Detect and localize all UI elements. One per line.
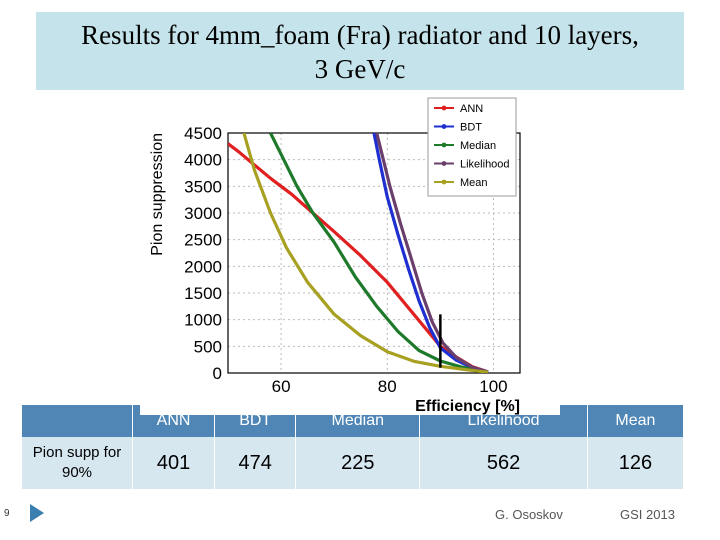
legend-label: Mean bbox=[460, 177, 488, 189]
y-tick-label: 0 bbox=[213, 364, 222, 383]
title-banner: Results for 4mm_foam (Fra) radiator and … bbox=[36, 12, 684, 90]
y-tick-label: 3500 bbox=[184, 177, 222, 196]
legend-label: ANN bbox=[460, 103, 483, 115]
y-tick-label: 500 bbox=[194, 337, 222, 356]
x-tick-label: 60 bbox=[272, 377, 291, 396]
series-line-mean bbox=[242, 133, 489, 373]
series-line-bdt bbox=[372, 133, 489, 373]
table-cell: 562 bbox=[419, 437, 588, 489]
table-cell: 225 bbox=[295, 437, 421, 489]
series-line-likelihood bbox=[375, 133, 489, 373]
footer-author: G. Ososkov bbox=[495, 507, 563, 522]
table-header-cell: ANN bbox=[132, 405, 216, 437]
slide-title: Results for 4mm_foam (Fra) radiator and … bbox=[81, 20, 639, 84]
y-tick-label: 4500 bbox=[184, 124, 222, 143]
slide-number: 9 bbox=[4, 508, 10, 519]
table-header-cell: BDT bbox=[214, 405, 297, 437]
y-tick-label: 3000 bbox=[184, 204, 222, 223]
legend-marker bbox=[441, 161, 447, 166]
table-row: Pion supp for 90% 401 474 225 562 126 bbox=[22, 437, 685, 489]
table-cell: 474 bbox=[214, 437, 297, 489]
legend-marker bbox=[441, 105, 447, 111]
x-tick-label: 80 bbox=[378, 377, 397, 396]
table-header-cell: Median bbox=[295, 405, 421, 437]
y-tick-label: 1000 bbox=[184, 311, 222, 330]
row-label: Pion supp for 90% bbox=[22, 437, 133, 489]
legend-marker bbox=[441, 142, 447, 148]
y-tick-label: 2500 bbox=[184, 231, 222, 250]
legend-label: Likelihood bbox=[460, 159, 510, 171]
plot-frame bbox=[227, 132, 521, 374]
legend-marker bbox=[441, 179, 447, 185]
chart-background bbox=[140, 100, 560, 415]
y-axis-label: Pion suppression bbox=[149, 133, 166, 256]
x-tick-label: 100 bbox=[479, 377, 507, 396]
y-tick-label: 4000 bbox=[184, 151, 222, 170]
series-line-median bbox=[269, 133, 489, 373]
legend-marker bbox=[441, 124, 447, 129]
table-header-row: ANN BDT Median Likelihood Mean bbox=[22, 405, 685, 437]
table-cell: 126 bbox=[587, 437, 685, 489]
series-line-ann bbox=[228, 142, 489, 373]
footer-conference: GSI 2013 bbox=[620, 507, 675, 522]
table-header-cell: Likelihood bbox=[419, 405, 588, 437]
table-header-cell: Mean bbox=[587, 405, 685, 437]
results-table: ANN BDT Median Likelihood Mean Pion supp… bbox=[22, 405, 685, 489]
next-arrow-icon[interactable] bbox=[30, 504, 44, 522]
y-tick-label: 2000 bbox=[184, 257, 222, 276]
y-tick-label: 1500 bbox=[184, 284, 222, 303]
legend-label: Median bbox=[460, 140, 496, 152]
table-header-cell bbox=[22, 405, 133, 437]
legend-box bbox=[427, 97, 517, 197]
table-cell: 401 bbox=[132, 437, 216, 489]
legend-label: BDT bbox=[460, 122, 482, 134]
